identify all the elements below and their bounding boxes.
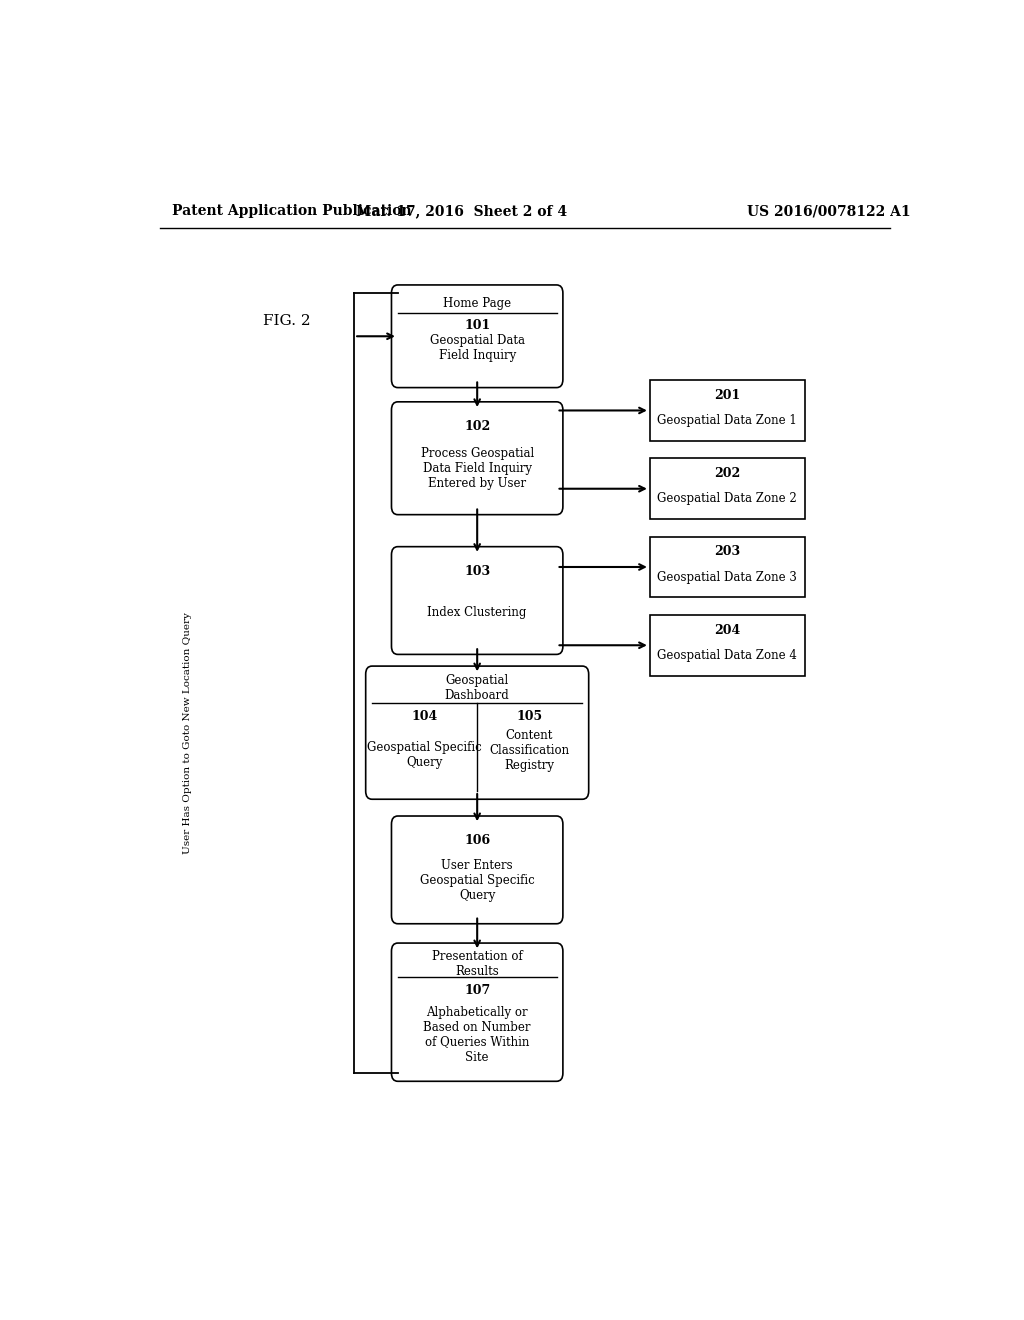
Text: Geospatial Data Zone 2: Geospatial Data Zone 2: [657, 492, 797, 506]
Text: Geospatial
Dashboard: Geospatial Dashboard: [444, 675, 510, 702]
Text: Geospatial Data Zone 4: Geospatial Data Zone 4: [657, 649, 797, 661]
Text: User Enters
Geospatial Specific
Query: User Enters Geospatial Specific Query: [420, 858, 535, 902]
Bar: [650, 380, 805, 441]
Text: Process Geospatial
Data Field Inquiry
Entered by User: Process Geospatial Data Field Inquiry En…: [421, 447, 534, 490]
Bar: [650, 536, 805, 598]
FancyBboxPatch shape: [391, 942, 563, 1081]
Text: 204: 204: [714, 623, 740, 636]
Text: US 2016/0078122 A1: US 2016/0078122 A1: [748, 205, 910, 218]
Text: 101: 101: [464, 319, 490, 333]
Text: Home Page: Home Page: [443, 297, 511, 310]
Text: 202: 202: [714, 467, 740, 480]
FancyBboxPatch shape: [391, 285, 563, 388]
Text: Geospatial Data Zone 3: Geospatial Data Zone 3: [657, 570, 797, 583]
Text: User Has Option to Goto New Location Query: User Has Option to Goto New Location Que…: [183, 611, 193, 854]
Text: Content
Classification
Registry: Content Classification Registry: [489, 730, 569, 772]
FancyBboxPatch shape: [391, 401, 563, 515]
FancyBboxPatch shape: [391, 546, 563, 655]
Text: 203: 203: [714, 545, 740, 558]
FancyBboxPatch shape: [391, 816, 563, 924]
Text: Presentation of
Results: Presentation of Results: [432, 950, 522, 978]
FancyBboxPatch shape: [366, 667, 589, 799]
Text: 107: 107: [464, 985, 490, 998]
Text: Index Clustering: Index Clustering: [427, 606, 527, 619]
Text: 104: 104: [412, 710, 438, 723]
Text: Mar. 17, 2016  Sheet 2 of 4: Mar. 17, 2016 Sheet 2 of 4: [355, 205, 567, 218]
Text: 102: 102: [464, 420, 490, 433]
Text: 103: 103: [464, 565, 490, 578]
Bar: [650, 615, 805, 676]
Text: 105: 105: [516, 710, 543, 723]
Text: Geospatial Data
Field Inquiry: Geospatial Data Field Inquiry: [430, 334, 524, 363]
Text: 201: 201: [714, 388, 740, 401]
Text: Patent Application Publication: Patent Application Publication: [172, 205, 412, 218]
Text: Alphabetically or
Based on Number
of Queries Within
Site: Alphabetically or Based on Number of Que…: [424, 1006, 530, 1064]
Bar: [650, 458, 805, 519]
Text: Geospatial Data Zone 1: Geospatial Data Zone 1: [657, 414, 797, 428]
Text: Geospatial Specific
Query: Geospatial Specific Query: [368, 741, 482, 770]
Text: FIG. 2: FIG. 2: [263, 314, 310, 329]
Text: 106: 106: [464, 834, 490, 847]
